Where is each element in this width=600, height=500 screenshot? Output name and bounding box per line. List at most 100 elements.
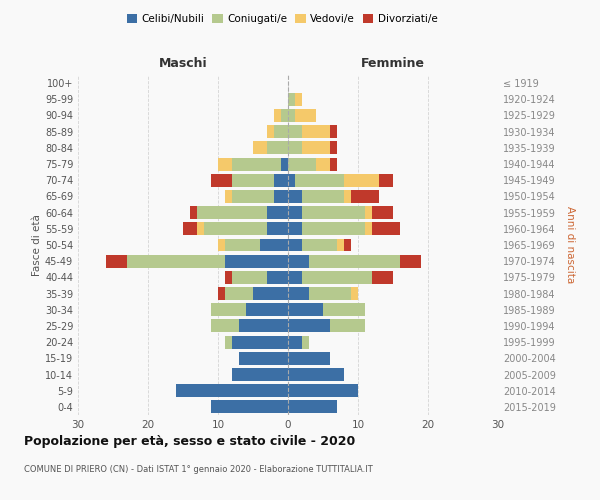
Bar (232, 190, 274, 203)
Bar (281, 158, 288, 170)
Bar (288, 400, 337, 413)
Bar (190, 206, 197, 219)
Bar (288, 352, 330, 365)
Bar (253, 142, 267, 154)
Bar (274, 125, 288, 138)
Bar (365, 206, 372, 219)
Bar (127, 254, 225, 268)
Bar (183, 222, 197, 235)
Bar (288, 93, 295, 106)
Bar (225, 287, 253, 300)
Bar (288, 206, 302, 219)
Bar (302, 336, 309, 348)
Bar (351, 287, 358, 300)
Bar (218, 238, 225, 252)
Bar (218, 158, 232, 170)
Bar (302, 190, 344, 203)
Bar (288, 336, 302, 348)
Bar (267, 271, 288, 284)
Bar (288, 271, 302, 284)
Bar (302, 142, 330, 154)
Bar (323, 304, 365, 316)
Bar (330, 142, 337, 154)
Bar (232, 336, 288, 348)
Bar (288, 125, 302, 138)
Bar (253, 287, 288, 300)
Bar (288, 158, 316, 170)
Bar (288, 238, 302, 252)
Bar (274, 190, 288, 203)
Bar (295, 174, 344, 186)
Bar (211, 320, 239, 332)
Text: COMUNE DI PRIERO (CN) - Dati ISTAT 1° gennaio 2020 - Elaborazione TUTTITALIA.IT: COMUNE DI PRIERO (CN) - Dati ISTAT 1° ge… (24, 465, 373, 474)
Bar (372, 222, 400, 235)
Bar (274, 109, 281, 122)
Bar (239, 320, 288, 332)
Bar (302, 222, 365, 235)
Bar (337, 238, 344, 252)
Bar (218, 287, 225, 300)
Bar (400, 254, 421, 268)
Bar (330, 158, 337, 170)
Bar (302, 271, 372, 284)
Bar (330, 125, 337, 138)
Bar (260, 238, 288, 252)
Y-axis label: Anni di nascita: Anni di nascita (565, 206, 575, 284)
Bar (267, 125, 274, 138)
Bar (197, 206, 267, 219)
Bar (344, 190, 351, 203)
Bar (302, 238, 337, 252)
Bar (239, 352, 288, 365)
Bar (232, 271, 267, 284)
Bar (225, 190, 232, 203)
Bar (365, 222, 372, 235)
Y-axis label: Fasce di età: Fasce di età (32, 214, 42, 276)
Bar (288, 384, 358, 397)
Bar (232, 174, 274, 186)
Legend: Celibi/Nubili, Coniugati/e, Vedovi/e, Divorziati/e: Celibi/Nubili, Coniugati/e, Vedovi/e, Di… (122, 10, 442, 29)
Bar (344, 238, 351, 252)
Bar (211, 174, 232, 186)
Bar (295, 109, 316, 122)
Bar (225, 254, 288, 268)
Bar (379, 174, 393, 186)
Bar (274, 174, 288, 186)
Bar (372, 206, 393, 219)
Bar (288, 368, 344, 381)
Bar (267, 142, 288, 154)
Bar (288, 287, 309, 300)
Text: Popolazione per età, sesso e stato civile - 2020: Popolazione per età, sesso e stato civil… (24, 435, 355, 448)
Bar (225, 336, 232, 348)
Bar (281, 109, 288, 122)
Bar (302, 125, 330, 138)
Bar (316, 158, 330, 170)
Bar (288, 222, 302, 235)
Bar (211, 304, 246, 316)
Bar (225, 271, 232, 284)
Bar (225, 238, 260, 252)
Bar (309, 287, 351, 300)
Bar (351, 190, 379, 203)
Bar (267, 222, 288, 235)
Bar (267, 206, 288, 219)
Bar (288, 254, 309, 268)
Bar (197, 222, 204, 235)
Bar (106, 254, 127, 268)
Bar (232, 158, 281, 170)
Bar (176, 384, 288, 397)
Bar (288, 142, 302, 154)
Bar (302, 206, 365, 219)
Bar (344, 174, 379, 186)
Bar (211, 400, 288, 413)
Bar (288, 320, 330, 332)
Bar (372, 271, 393, 284)
Bar (288, 190, 302, 203)
Text: Femmine: Femmine (361, 57, 425, 70)
Bar (204, 222, 267, 235)
Bar (246, 304, 288, 316)
Text: Maschi: Maschi (158, 57, 208, 70)
Bar (330, 320, 365, 332)
Bar (232, 368, 288, 381)
Bar (309, 254, 400, 268)
Bar (295, 93, 302, 106)
